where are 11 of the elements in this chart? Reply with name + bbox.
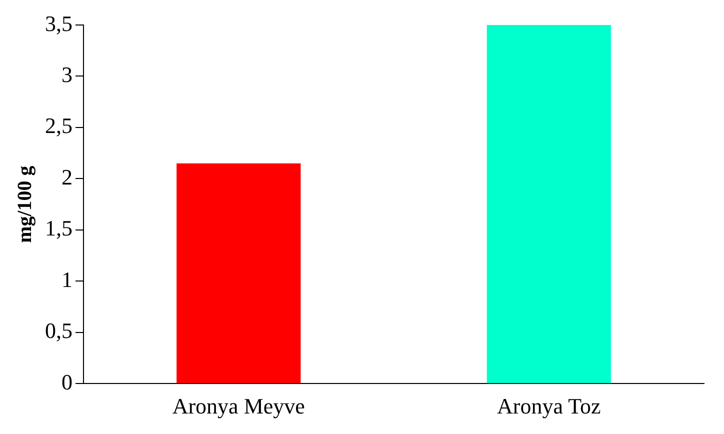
y-tick-label: 3 <box>62 62 72 88</box>
x-tick-label: Aronya Toz <box>497 394 601 419</box>
y-tick-label: 2,5 <box>45 113 72 138</box>
y-tick-label: 1,5 <box>45 216 72 241</box>
y-axis-title: mg/100 g <box>14 166 36 243</box>
y-tick-label: 0 <box>62 369 72 394</box>
y-tick-label: 2 <box>62 164 72 190</box>
x-tick-label: Aronya Meyve <box>172 394 305 419</box>
y-tick-label: 1 <box>62 266 72 292</box>
y-tick-label: 3,5 <box>45 10 72 36</box>
y-tick-label: 0,5 <box>45 318 72 344</box>
